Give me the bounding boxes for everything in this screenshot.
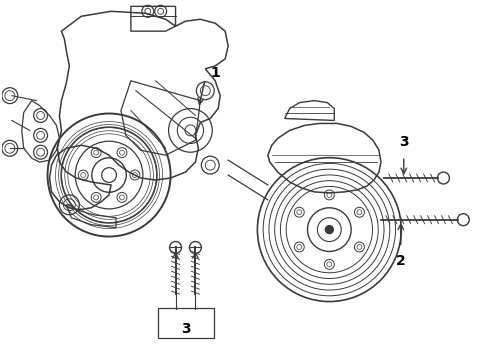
Text: 1: 1: [210, 66, 220, 80]
Circle shape: [325, 226, 333, 234]
Text: 3: 3: [399, 135, 409, 149]
Text: 3: 3: [181, 322, 190, 336]
Text: 2: 2: [396, 255, 406, 268]
